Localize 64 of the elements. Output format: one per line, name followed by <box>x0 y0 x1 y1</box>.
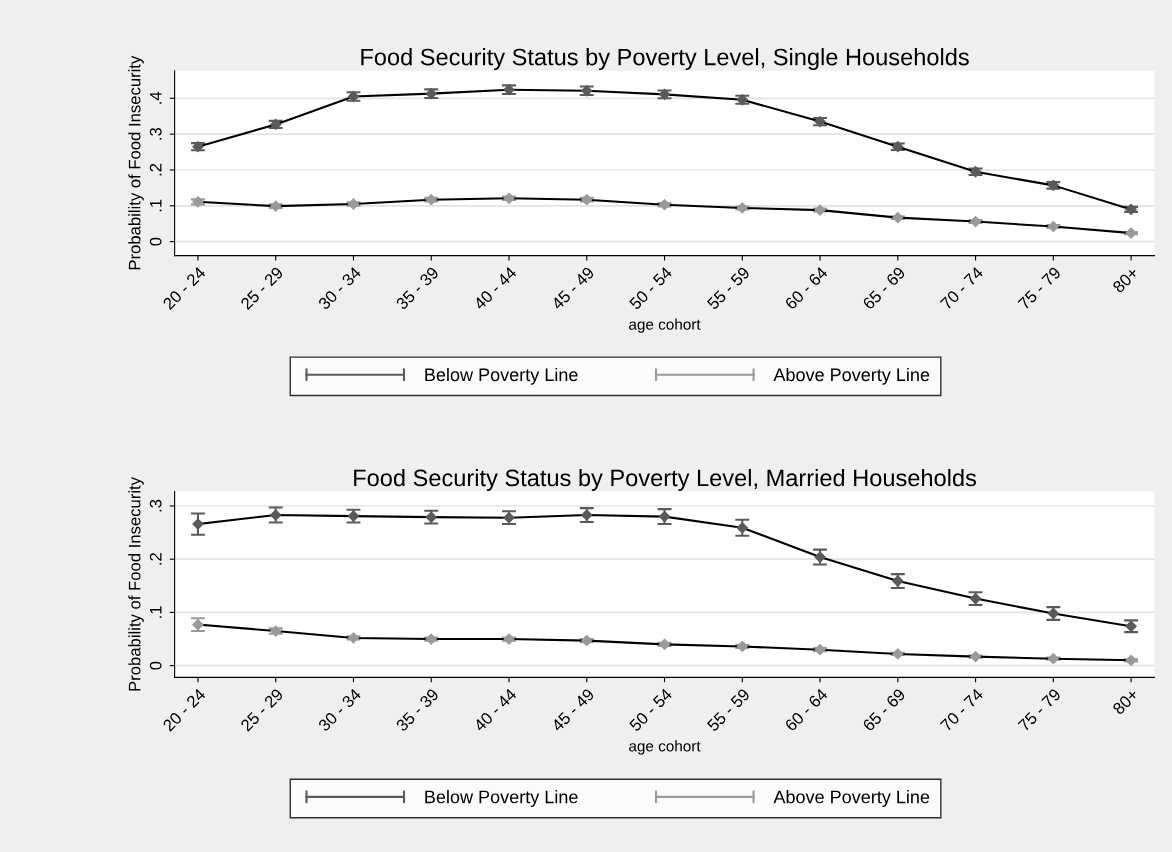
x-tick-label: 25 - 29 <box>239 266 284 311</box>
point <box>425 194 437 206</box>
point <box>1047 220 1059 233</box>
point <box>736 522 748 534</box>
point <box>658 638 671 650</box>
point <box>658 199 671 211</box>
chart-title: Food Security Status by Poverty Level, Married Households <box>354 468 977 491</box>
point <box>347 632 360 644</box>
x-tick-label: 75 - 79 <box>1017 266 1062 311</box>
point <box>736 640 748 653</box>
chart-title: Food Security Status by Poverty Level, Single Households <box>361 48 969 71</box>
x-axis-title: age cohort <box>629 740 701 755</box>
x-tick-label: 50 - 54 <box>628 687 673 732</box>
y-tick-label: 0 <box>149 661 162 670</box>
y-tick-label: 0 <box>149 237 162 246</box>
point <box>1125 654 1137 666</box>
x-tick-label: 20 - 24 <box>162 687 207 732</box>
point <box>581 194 593 206</box>
y-tick-label: .3 <box>149 127 162 140</box>
x-tick-label: 35 - 39 <box>395 687 440 732</box>
x-tick-label: 45 - 49 <box>550 687 595 733</box>
y-tick-label: .2 <box>149 553 162 565</box>
point <box>1047 653 1059 665</box>
point <box>892 648 904 660</box>
x-axis-title: age cohort <box>629 318 701 333</box>
legend-label: Below Poverty Line <box>425 367 578 385</box>
y-tick-label: .1 <box>149 606 162 618</box>
y-tick-label: .2 <box>149 163 162 176</box>
x-tick-label: 40 - 44 <box>472 265 518 311</box>
x-tick-label: 60 - 64 <box>784 687 829 732</box>
point <box>347 198 360 210</box>
y-tick-label: .4 <box>149 91 162 104</box>
point <box>270 200 282 212</box>
point <box>503 192 515 204</box>
x-tick-label: 30 - 34 <box>317 687 362 732</box>
x-tick-label: 20 - 24 <box>162 265 207 311</box>
x-tick-label: 80+ <box>1111 266 1140 294</box>
x-tick-label: 45 - 49 <box>550 266 595 311</box>
x-tick-label: 70 - 74 <box>939 687 984 732</box>
x-tick-label: 55 - 59 <box>706 266 751 311</box>
x-tick-label: 30 - 34 <box>317 265 362 311</box>
x-tick-label: 40 - 44 <box>472 687 518 733</box>
y-axis-title: Probability of Food Insecurity <box>128 55 144 270</box>
x-tick-label: 65 - 69 <box>862 266 906 311</box>
point <box>270 625 282 637</box>
point <box>969 650 982 663</box>
legend-label: Above Poverty Line <box>773 367 930 385</box>
point <box>814 204 826 216</box>
y-tick-label: .1 <box>149 199 162 212</box>
y-axis-title: Probability of Food Insecurity <box>128 477 144 691</box>
legend-label: Above Poverty Line <box>773 790 930 807</box>
y-tick-label: .3 <box>149 499 162 512</box>
x-tick-label: 65 - 69 <box>862 687 906 732</box>
x-tick-label: 70 - 74 <box>939 265 984 311</box>
x-tick-label: 25 - 29 <box>239 687 284 732</box>
x-tick-label: 35 - 39 <box>395 266 440 311</box>
x-tick-label: 60 - 64 <box>784 265 829 311</box>
x-tick-label: 75 - 79 <box>1017 687 1062 732</box>
point <box>969 215 982 228</box>
legend-label: Below Poverty Line <box>425 790 578 807</box>
x-tick-label: 80+ <box>1111 687 1140 716</box>
x-tick-label: 50 - 54 <box>628 265 673 311</box>
x-tick-label: 55 - 59 <box>706 687 751 732</box>
point <box>892 141 904 153</box>
